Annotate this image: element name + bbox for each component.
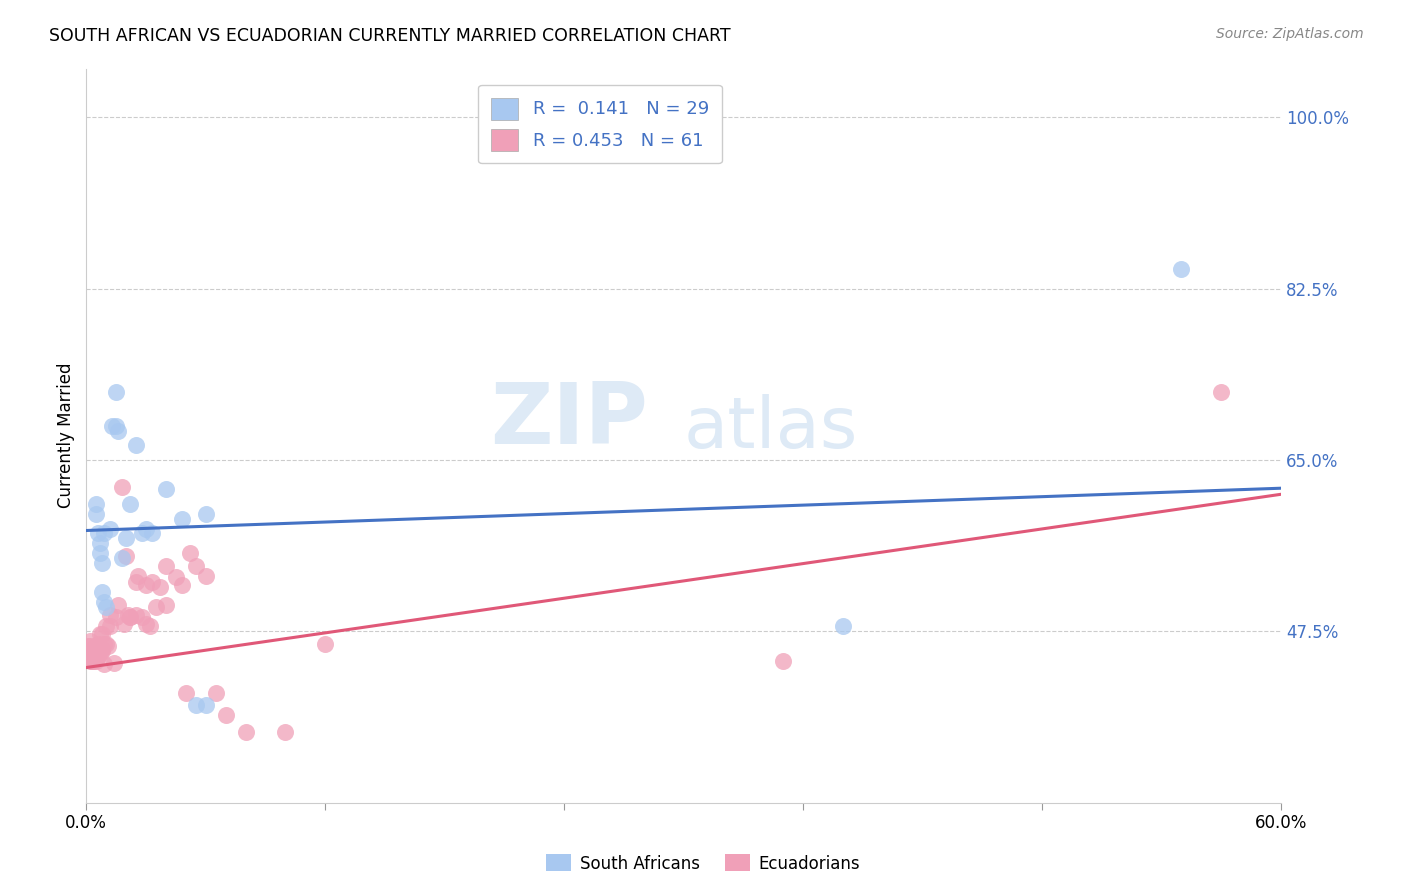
Point — [98, 522, 121, 536]
Point — [91, 627, 114, 641]
Point — [125, 438, 148, 452]
Point — [89, 647, 111, 661]
Point — [131, 526, 153, 541]
Point — [155, 483, 177, 497]
Text: SOUTH AFRICAN VS ECUADORIAN CURRENTLY MARRIED CORRELATION CHART: SOUTH AFRICAN VS ECUADORIAN CURRENTLY MA… — [49, 27, 731, 45]
Point — [82, 654, 104, 668]
Point — [79, 639, 101, 653]
Point — [135, 617, 157, 632]
Point — [105, 418, 128, 433]
Point — [89, 536, 111, 550]
Point — [89, 627, 111, 641]
Point — [131, 609, 153, 624]
Point — [111, 550, 134, 565]
Point — [84, 497, 107, 511]
Point — [93, 595, 115, 609]
Point — [115, 549, 138, 563]
Point — [77, 644, 100, 658]
Point — [91, 585, 114, 599]
Point — [105, 384, 128, 399]
Point — [83, 654, 105, 668]
Point — [155, 598, 177, 612]
Point — [98, 607, 121, 622]
Point — [93, 637, 115, 651]
Point — [112, 617, 135, 632]
Point — [91, 556, 114, 570]
Point — [1170, 262, 1192, 277]
Point — [83, 644, 105, 658]
Text: Source: ZipAtlas.com: Source: ZipAtlas.com — [1216, 27, 1364, 41]
Point — [184, 698, 207, 712]
Point — [120, 497, 142, 511]
Legend: South Africans, Ecuadorians: South Africans, Ecuadorians — [540, 847, 866, 880]
Point — [194, 698, 217, 712]
Point — [93, 657, 115, 671]
Point — [103, 656, 125, 670]
Point — [145, 599, 167, 614]
Point — [96, 637, 118, 651]
Point — [832, 619, 855, 633]
Point — [139, 619, 162, 633]
Point — [215, 707, 238, 722]
Point — [194, 507, 217, 521]
Point — [174, 686, 197, 700]
Point — [314, 637, 336, 651]
Point — [127, 568, 149, 582]
Point — [155, 558, 177, 573]
Point — [93, 526, 115, 541]
Point — [91, 644, 114, 658]
Point — [84, 639, 107, 653]
Point — [135, 578, 157, 592]
Point — [84, 654, 107, 668]
Point — [772, 654, 794, 668]
Point — [101, 418, 124, 433]
Point — [79, 654, 101, 668]
Y-axis label: Currently Married: Currently Married — [58, 363, 75, 508]
Point — [125, 607, 148, 622]
Point — [82, 644, 104, 658]
Point — [96, 599, 118, 614]
Point — [107, 424, 129, 438]
Point — [87, 526, 110, 541]
Legend: R =  0.141   N = 29, R = 0.453   N = 61: R = 0.141 N = 29, R = 0.453 N = 61 — [478, 85, 721, 163]
Point — [194, 568, 217, 582]
Point — [149, 580, 172, 594]
Point — [98, 619, 121, 633]
Point — [1211, 384, 1233, 399]
Point — [235, 725, 257, 739]
Point — [115, 532, 138, 546]
Point — [82, 654, 104, 668]
Point — [170, 512, 193, 526]
Point — [204, 686, 226, 700]
Point — [274, 725, 297, 739]
Point — [84, 644, 107, 658]
Point — [141, 575, 163, 590]
Point — [97, 639, 120, 653]
Point — [170, 578, 193, 592]
Point — [87, 648, 110, 663]
Point — [107, 598, 129, 612]
Point — [117, 607, 139, 622]
Text: ZIP: ZIP — [491, 379, 648, 462]
Point — [105, 609, 128, 624]
Point — [87, 637, 110, 651]
Point — [120, 609, 142, 624]
Point — [125, 575, 148, 590]
Point — [111, 480, 134, 494]
Point — [135, 522, 157, 536]
Point — [184, 558, 207, 573]
Point — [141, 526, 163, 541]
Point — [84, 507, 107, 521]
Point — [165, 570, 187, 584]
Point — [79, 634, 101, 648]
Point — [179, 546, 201, 560]
Point — [120, 609, 142, 624]
Point — [96, 619, 118, 633]
Point — [77, 639, 100, 653]
Text: atlas: atlas — [683, 393, 858, 463]
Point — [91, 641, 114, 656]
Point — [89, 546, 111, 560]
